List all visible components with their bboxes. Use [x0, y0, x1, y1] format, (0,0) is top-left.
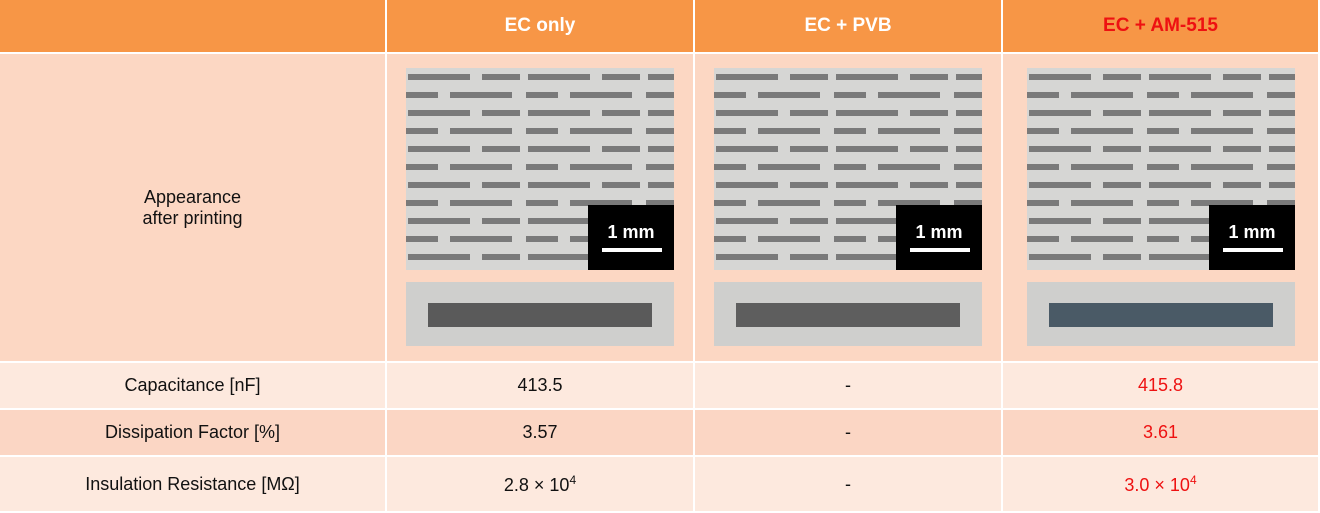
- strip: [736, 302, 960, 327]
- row-label: Insulation Resistance [MΩ]: [0, 457, 387, 513]
- value-cell: 413.5: [387, 363, 695, 410]
- label-line: after printing: [142, 207, 243, 228]
- value-cell: 415.8: [1003, 363, 1320, 410]
- exponent: 4: [569, 472, 577, 487]
- value: 3.57: [522, 422, 558, 442]
- value: -: [845, 375, 851, 395]
- header-text: EC + PVB: [804, 15, 892, 36]
- strip: [1048, 302, 1273, 327]
- micrograph: 1 mm: [1026, 67, 1295, 346]
- label-line: Appearance: [143, 186, 242, 207]
- header-cell: EC + AM-515: [1003, 0, 1320, 54]
- value: 3.61: [1142, 422, 1179, 442]
- scale-box: [1208, 204, 1295, 270]
- micrograph: 1 mm: [406, 67, 674, 346]
- value-cell: -: [695, 410, 1003, 457]
- micrograph: 1 mm: [714, 67, 982, 346]
- scale-line: [602, 247, 662, 252]
- value-cell: -: [695, 363, 1003, 410]
- row-label-text: Capacitance [nF]: [124, 375, 261, 395]
- value-cell: 3.57: [387, 410, 695, 457]
- value: -: [845, 422, 851, 442]
- header-cell: EC only: [387, 0, 695, 54]
- scale-label: 1 mm: [607, 222, 654, 242]
- value: 415.8: [1137, 375, 1184, 395]
- row-label-text: Insulation Resistance [MΩ]: [85, 473, 300, 494]
- value-cell: 2.8 × 104: [387, 457, 695, 513]
- value-cell: -: [695, 457, 1003, 513]
- value: 2.8 × 104: [504, 473, 576, 496]
- row-label-text: Dissipation Factor [%]: [104, 422, 281, 442]
- header-text: EC + AM-515: [1103, 15, 1218, 36]
- header-text: EC only: [504, 15, 576, 36]
- header-cell: EC + PVB: [695, 0, 1003, 54]
- value: 413.5: [517, 375, 563, 395]
- image-cell: 1 mm: [695, 54, 1003, 363]
- mantissa: 2.8 × 10: [503, 474, 570, 495]
- appearance-label: Appearance after printing: [0, 54, 387, 363]
- value: 3.0 × 104: [1124, 473, 1196, 496]
- scale-box: [588, 204, 674, 270]
- strip: [428, 302, 652, 327]
- scale-line: [1222, 247, 1283, 252]
- mantissa: 3.0 × 10: [1124, 474, 1190, 495]
- value-cell: 3.0 × 104: [1003, 457, 1320, 513]
- value-cell: 3.61: [1003, 410, 1320, 457]
- scale-label: 1 mm: [1228, 222, 1275, 242]
- value: -: [845, 473, 851, 494]
- image-cell: 1 mm: [1003, 54, 1320, 363]
- scale-line: [910, 247, 970, 252]
- image-cell: 1 mm: [387, 54, 695, 363]
- row-label: Dissipation Factor [%]: [0, 410, 387, 457]
- header-corner: [0, 0, 387, 54]
- scale-box: [896, 204, 982, 270]
- row-label: Capacitance [nF]: [0, 363, 387, 410]
- exponent: 4: [1189, 472, 1197, 487]
- scale-label: 1 mm: [915, 222, 962, 242]
